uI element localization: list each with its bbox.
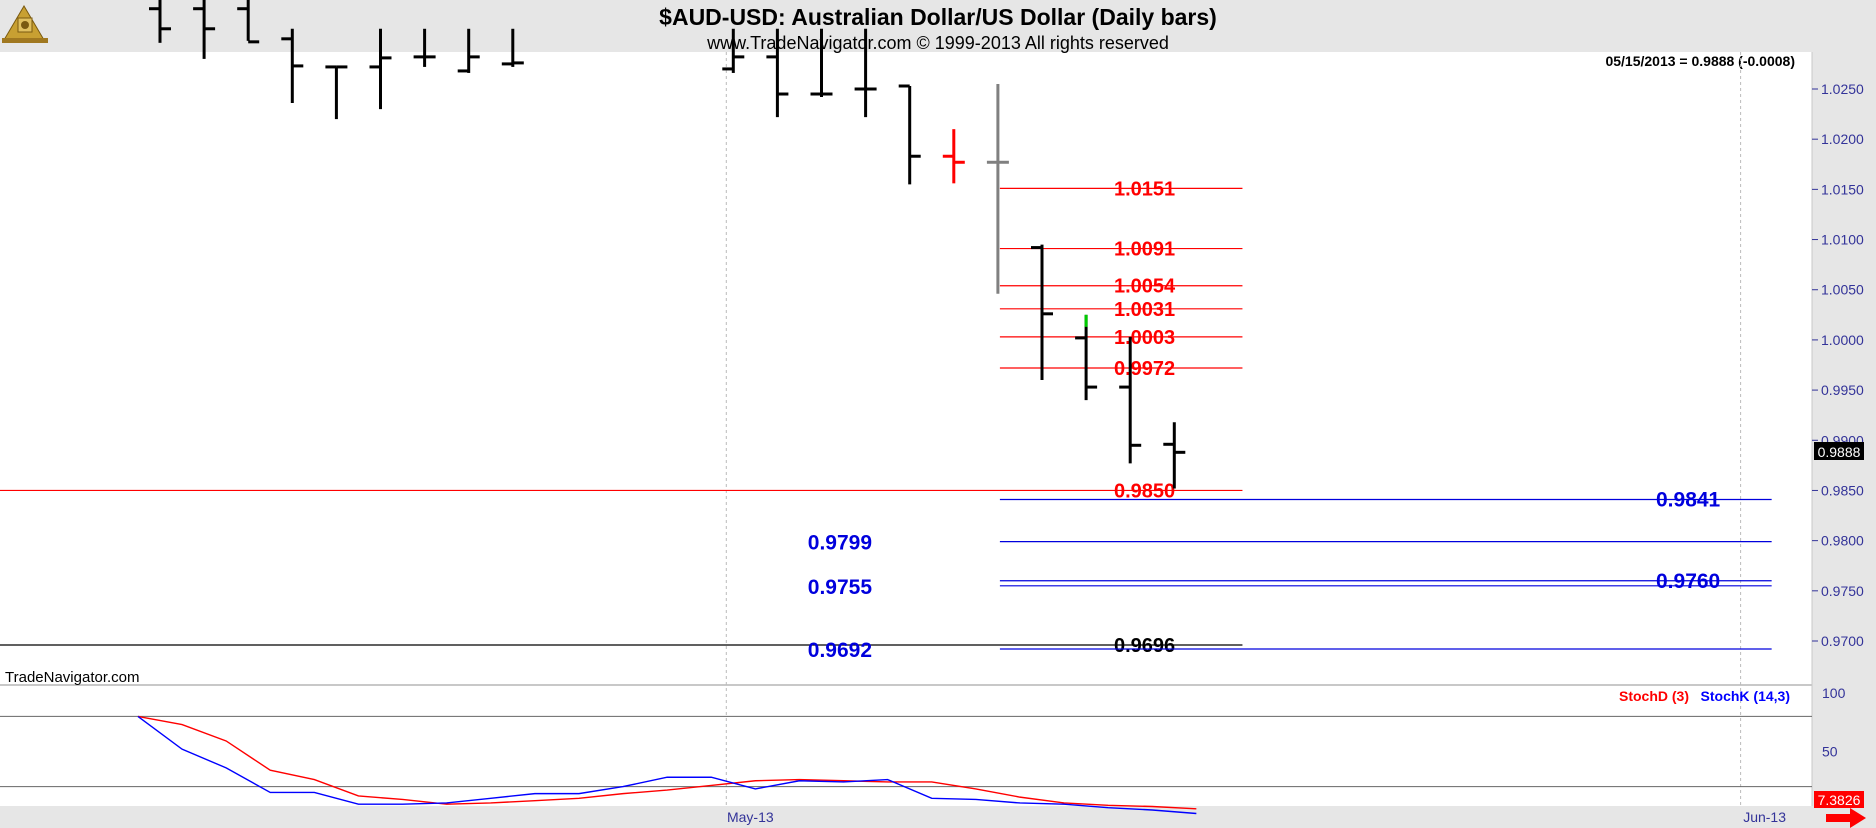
ohlc-bars-layer (149, 0, 1186, 489)
y-tick-label: 1.0050 (1821, 282, 1864, 298)
x-tick-label: Jun-13 (1743, 809, 1786, 825)
level-label: 1.0031 (1114, 299, 1175, 321)
last-stoch-label: 7.3826 (1818, 792, 1861, 808)
last-price-flag (1814, 442, 1864, 460)
level-label: 0.9692 (808, 639, 872, 662)
stoch-series-line (137, 715, 1197, 815)
chart-subtitle: www.TradeNavigator.com © 1999-2013 All r… (706, 33, 1169, 53)
stoch-y-tick-label: 100 (1822, 685, 1846, 701)
scroll-right-icon[interactable] (1826, 808, 1866, 828)
y-tick-label: 1.0200 (1821, 131, 1864, 147)
y-tick-label: 0.9750 (1821, 583, 1864, 599)
stoch-panel-bg (0, 686, 1812, 806)
x-tick-label: May-13 (727, 809, 774, 825)
level-label: 0.9850 (1114, 480, 1175, 502)
stoch-y-tick-label: 50 (1822, 744, 1838, 760)
stochastic-layer (0, 715, 1812, 815)
level-label: 1.0091 (1114, 239, 1175, 261)
stoch-series-line (137, 715, 1197, 810)
axis-layer: May-13 Jun-13 1.0250 1.0200 1.0150 1.0100 1.00… (727, 81, 1864, 825)
level-label: 0.9696 (1114, 635, 1175, 657)
last-stoch-flag (1814, 791, 1864, 808)
watermark-text: TradeNavigator.com (5, 669, 140, 686)
chart-title: $AUD-USD: Australian Dollar/US Dollar (D… (659, 4, 1217, 30)
legend-stochk: StochK (14,3) (1701, 688, 1790, 704)
level-label: 1.0151 (1114, 178, 1175, 200)
y-tick-label: 0.9850 (1821, 482, 1864, 498)
y-tick-label: 1.0000 (1821, 332, 1864, 348)
level-label: 0.9755 (808, 576, 873, 599)
level-label: 0.9760 (1656, 570, 1720, 593)
y-tick-label: 0.9800 (1821, 533, 1864, 549)
y-tick-label: 1.0150 (1821, 181, 1864, 197)
legend-stochd: StochD (3) (1619, 688, 1689, 704)
last-price-label: 0.9888 (1818, 444, 1861, 460)
price-readout: 05/15/2013 = 0.9888 (-0.0008) (1605, 53, 1795, 69)
y-tick-label: 1.0250 (1821, 81, 1864, 97)
trade-navigator-logo (2, 5, 48, 43)
level-label: 0.9972 (1114, 358, 1175, 380)
y-tick-label: 0.9700 (1821, 633, 1864, 649)
y-tick-label: 1.0100 (1821, 232, 1864, 248)
price-panel-bg (0, 52, 1812, 684)
level-label: 1.0054 (1114, 276, 1176, 298)
level-label: 0.9841 (1656, 488, 1721, 511)
level-label: 1.0003 (1114, 327, 1175, 349)
y-tick-label: 0.9950 (1821, 382, 1864, 398)
level-label: 0.9799 (808, 532, 872, 555)
